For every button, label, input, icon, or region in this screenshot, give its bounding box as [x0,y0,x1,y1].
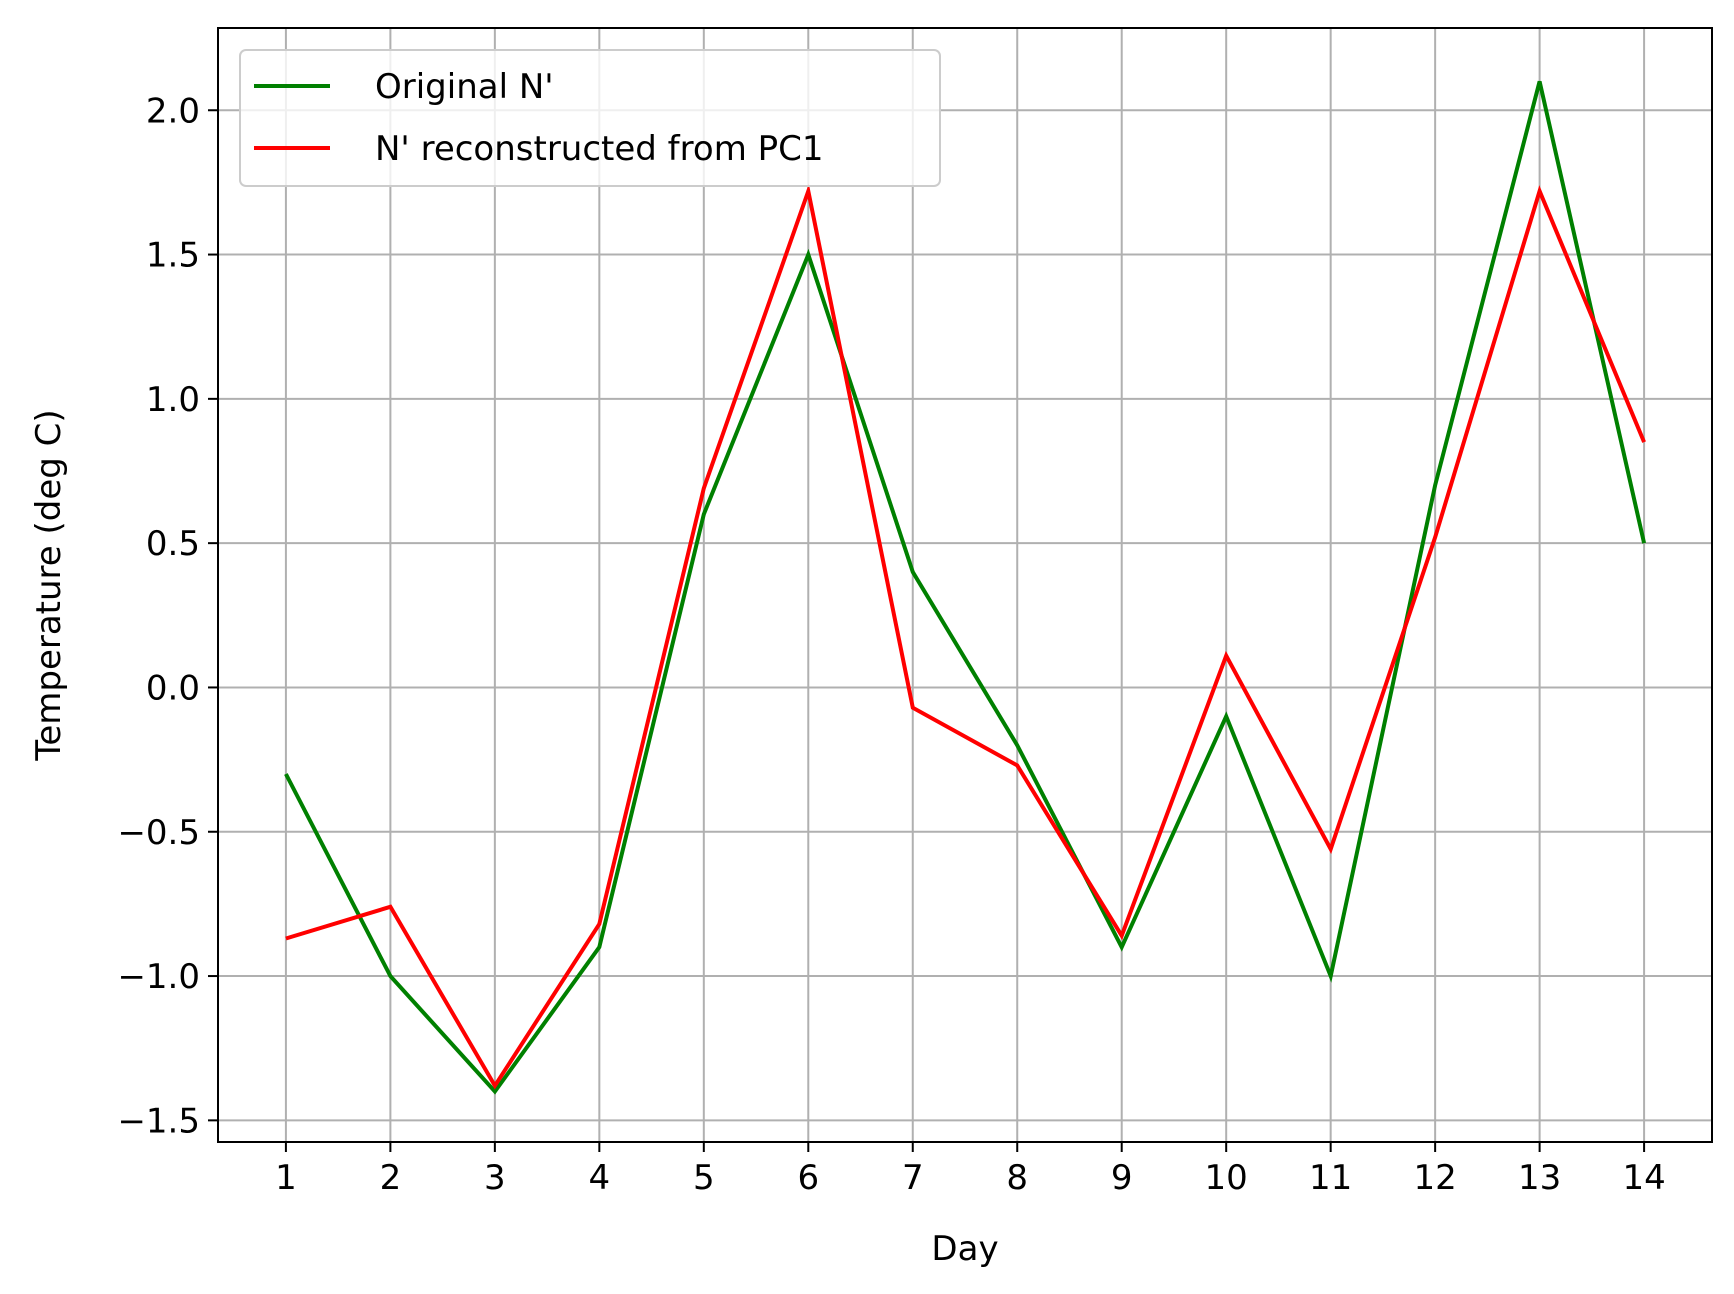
x-tick-label: 3 [484,1158,506,1198]
grid [218,28,1712,1142]
x-tick-label: 11 [1309,1158,1352,1198]
series-line-0 [284,80,1647,1095]
legend-label: N' reconstructed from PC1 [375,129,824,169]
series-layer [284,80,1647,1095]
x-tick-label: 6 [797,1158,819,1198]
y-axis-ticks: −1.5 −1.0 −0.5 0.0 0.5 1.0 1.5 2.0 [117,91,218,1141]
x-tick-label: 9 [1111,1158,1133,1198]
x-tick-label: 13 [1518,1158,1561,1198]
x-tick-label: 14 [1622,1158,1665,1198]
legend-box [239,49,941,187]
y-tick-label: 1.0 [146,380,200,420]
y-tick-label: 0.5 [146,524,200,564]
x-tick-label: 10 [1205,1158,1248,1198]
x-tick-label: 1 [275,1158,297,1198]
y-tick-label: −1.0 [117,957,200,997]
legend-label: Original N' [375,67,554,107]
x-tick-label: 8 [1006,1158,1028,1198]
y-axis-label: Temperature (deg C) [29,409,69,761]
legend: Original N' N' reconstructed from PC1 [239,49,941,187]
x-axis-ticks: 1 2 3 4 5 6 7 8 9 10 11 12 13 14 [275,1142,1666,1198]
x-tick-label: 5 [693,1158,715,1198]
x-axis-label: Day [931,1229,998,1269]
y-tick-label: −0.5 [117,813,200,853]
x-tick-label: 12 [1414,1158,1457,1198]
plot-frame [217,27,1713,1143]
y-tick-label: 2.0 [146,91,200,131]
y-tick-label: −1.5 [117,1101,200,1141]
y-tick-label: 1.5 [146,236,200,276]
x-tick-label: 7 [902,1158,924,1198]
y-tick-label: 0.0 [146,668,200,708]
series-line-1 [285,183,1646,1090]
x-tick-label: 2 [380,1158,402,1198]
x-tick-label: 4 [589,1158,611,1198]
